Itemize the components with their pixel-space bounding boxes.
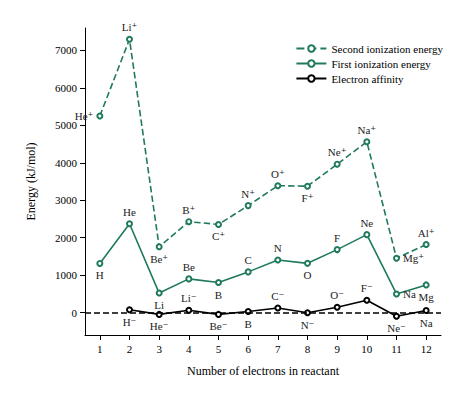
svg-text:N: N [274, 242, 282, 254]
svg-text:2: 2 [127, 343, 133, 355]
svg-text:H⁻: H⁻ [123, 316, 137, 328]
svg-text:He⁺: He⁺ [75, 110, 94, 122]
svg-text:Ne⁻: Ne⁻ [387, 322, 406, 334]
svg-text:B: B [215, 289, 222, 301]
svg-text:7: 7 [275, 343, 281, 355]
svg-text:C⁺: C⁺ [212, 230, 225, 242]
svg-text:First ionization energy: First ionization energy [331, 58, 431, 70]
svg-text:10: 10 [361, 343, 373, 355]
svg-text:C: C [244, 254, 251, 266]
svg-text:He: He [123, 206, 136, 218]
svg-text:O⁻: O⁻ [330, 289, 344, 301]
svg-text:Li⁻: Li⁻ [181, 292, 197, 304]
svg-text:B⁺: B⁺ [182, 204, 195, 216]
svg-text:Mg: Mg [419, 291, 435, 303]
svg-text:Electron affinity: Electron affinity [331, 73, 404, 85]
svg-text:B: B [244, 318, 251, 330]
svg-text:He⁻: He⁻ [150, 320, 169, 332]
svg-text:11: 11 [391, 343, 402, 355]
svg-text:Na: Na [420, 317, 433, 329]
svg-text:Be⁺: Be⁺ [150, 253, 168, 265]
svg-text:Number of electrons in reactan: Number of electrons in reactant [187, 364, 340, 378]
svg-text:1: 1 [97, 343, 103, 355]
svg-text:H: H [96, 269, 104, 281]
svg-text:Li⁺: Li⁺ [122, 21, 138, 33]
svg-text:Na: Na [403, 288, 416, 300]
svg-text:Be⁻: Be⁻ [209, 320, 227, 332]
svg-text:9: 9 [334, 343, 340, 355]
svg-text:4000: 4000 [55, 157, 78, 169]
svg-text:Al⁺: Al⁺ [418, 227, 435, 239]
svg-text:Energy (kJ/mol): Energy (kJ/mol) [24, 142, 38, 220]
svg-text:Second ionization energy: Second ionization energy [331, 43, 443, 55]
svg-text:5: 5 [216, 343, 222, 355]
svg-text:4: 4 [186, 343, 192, 355]
svg-text:Ne⁺: Ne⁺ [328, 146, 347, 158]
svg-text:3: 3 [156, 343, 162, 355]
svg-text:C⁻: C⁻ [271, 290, 284, 302]
svg-text:Ne: Ne [360, 217, 373, 229]
svg-text:Li: Li [154, 299, 164, 311]
svg-text:8: 8 [305, 343, 311, 355]
svg-text:N⁻: N⁻ [301, 319, 315, 331]
svg-text:2000: 2000 [55, 232, 78, 244]
svg-text:O⁺: O⁺ [271, 168, 285, 180]
svg-text:Mg⁺: Mg⁺ [403, 252, 424, 264]
svg-text:6: 6 [245, 343, 251, 355]
svg-text:F⁻: F⁻ [361, 282, 373, 294]
svg-text:Be: Be [183, 261, 195, 273]
svg-text:12: 12 [421, 343, 432, 355]
svg-text:1000: 1000 [55, 269, 78, 281]
svg-text:O: O [304, 269, 312, 281]
svg-text:N⁺: N⁺ [241, 188, 255, 200]
svg-text:F: F [334, 232, 340, 244]
svg-text:F⁺: F⁺ [302, 192, 314, 204]
svg-text:6000: 6000 [55, 82, 78, 94]
svg-text:5000: 5000 [55, 119, 77, 132]
svg-text:0: 0 [72, 307, 78, 319]
svg-text:7000: 7000 [55, 44, 78, 56]
svg-text:3000: 3000 [55, 194, 78, 206]
svg-text:Na⁺: Na⁺ [358, 124, 377, 136]
